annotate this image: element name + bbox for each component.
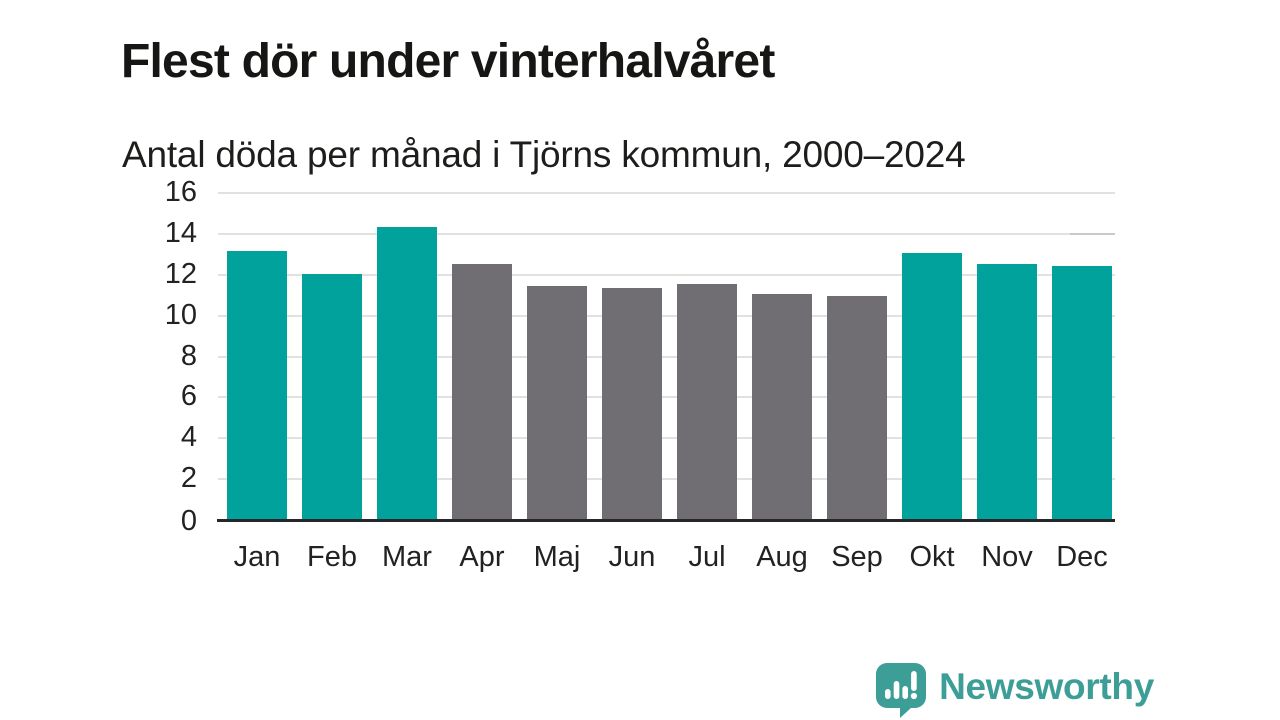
brand-name: Newsworthy [939,665,1154,707]
gridline-8 [218,356,1115,358]
gridline-2 [218,478,1115,480]
plot-area: 0 2 4 6 8 10 12 14 16 Jan Feb Mar Apr Maj Jun Jul Aug Sep… [165,177,1115,573]
chart-subtitle: Antal döda per månad i Tjörns kommun, 20… [122,133,966,175]
x-tick-label-apr: Apr [459,541,505,573]
bar-nov [977,263,1037,519]
gridline-6 [218,396,1115,398]
x-tick-label-maj: Maj [533,541,581,573]
brand-footer: Newsworthy [874,662,1154,718]
x-tick-label-sep: Sep [831,541,883,573]
bar-jun [602,288,662,519]
newsworthy-logo-icon [874,662,928,718]
y-tick-label-8: 8 [180,340,197,372]
x-tick-label-aug: Aug [756,541,808,573]
bar-okt [902,253,962,519]
x-tick-label-jul: Jul [688,541,726,573]
gridline-14 [218,233,1115,235]
y-tick-label-6: 6 [180,380,197,412]
gridline-10 [218,315,1115,317]
y-tick-label-12: 12 [164,258,197,290]
bar-feb [302,273,362,520]
gridline-end-dash [1070,233,1115,235]
y-tick-label-4: 4 [180,421,197,453]
bar-dec [1052,265,1112,519]
y-tick-label-14: 14 [164,217,197,249]
y-tick-label-16: 16 [164,176,197,208]
x-tick-label-mar: Mar [382,541,432,573]
bar-apr [452,263,512,519]
x-tick-label-feb: Feb [307,541,357,573]
bar-mar [377,226,437,519]
x-tick-label-nov: Nov [981,541,1033,573]
gridline-4 [218,437,1115,439]
x-tick-label-dec: Dec [1056,541,1108,573]
x-axis-line [217,519,1115,522]
y-tick-label-10: 10 [164,299,197,331]
bar-sep [827,296,887,519]
y-tick-label-0: 0 [180,505,197,537]
x-tick-label-jun: Jun [608,541,656,573]
bar-jan [227,251,287,519]
x-tick-label-jan: Jan [233,541,281,573]
bar-aug [752,294,812,519]
bar-jul [677,284,737,519]
y-tick-label-2: 2 [180,462,197,494]
bar-maj [527,286,587,519]
gridline-12 [218,274,1115,276]
chart-title: Flest dör under vinterhalvåret [121,35,775,89]
gridline-16 [218,192,1115,194]
x-tick-label-okt: Okt [909,541,955,573]
